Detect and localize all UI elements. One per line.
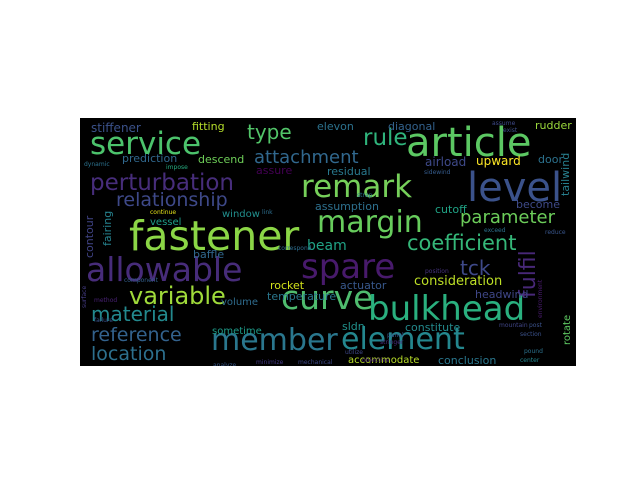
word-assure: assure [256,164,293,177]
word-diagonal: diagonal [388,120,436,133]
word-actuator: actuator [340,279,387,292]
word-window: window [222,209,260,220]
word-strap: strap [357,192,373,199]
word-dynamic: dynamic [84,161,110,168]
word-surface: surface [81,285,88,308]
word-correspond: correspond [278,245,312,252]
word-contour: contour [83,215,96,258]
word-bulkhead: bulkhead [368,289,526,329]
word-method: method [94,297,118,304]
word-continue: continue [150,209,177,216]
word-pound: pound [524,348,543,355]
word-panel: panel [387,332,404,339]
word-rule: rule [363,125,408,151]
word-tailwind: tailwind [559,152,572,196]
word-volume: volume [221,297,259,308]
word-beam: beam [307,238,347,254]
word-accommodate: accommodate [348,355,420,366]
word-perturbation: perturbation [90,170,235,196]
word-sometime: sometime [212,326,262,337]
word-relationship: relationship [116,189,228,211]
word-parameter: parameter [460,207,556,228]
word-assumption: assumption [315,200,379,213]
word-environment: environment [537,279,544,318]
word-fitting: fitting [192,120,225,133]
word-fastener: fastener [129,212,300,260]
word-become: become [516,198,561,211]
word-location: location [91,343,167,365]
word-service: service [90,126,202,162]
word-upward: upward [476,154,521,168]
word-allowable: allowable [86,250,243,289]
word-curve: curve [281,278,374,317]
word-reference: reference [91,324,182,346]
word-component: component [124,277,158,284]
word-impose: impose [166,164,188,171]
word-headwind: headwind [475,288,529,301]
word-stringer: stringer [380,339,404,346]
word-sidewind: sidewind [424,169,451,176]
word-conclusion: conclusion [438,354,497,366]
word-link: link [262,209,273,216]
word-spare: spare [301,247,396,287]
word-prediction: prediction [122,152,178,165]
word-material: material [91,302,175,326]
word-cloud: service article remark level fastener ma… [80,118,576,366]
word-temperature: temperature [267,290,337,303]
word-attachment: attachment [254,147,359,168]
word-stiffener: stiffener [91,121,141,135]
word-mountain: mountain [499,322,528,329]
word-minimize: minimize [256,359,284,366]
word-reduce: reduce [545,229,566,236]
word-post: post [529,322,542,329]
word-remark: remark [301,169,413,205]
word-level: level [467,165,563,211]
word-fairing: fairing [101,210,114,246]
word-descend: descend [198,153,245,166]
word-vessel: vessel [150,217,182,228]
word-mechanical: mechanical [298,359,333,366]
word-consideration: consideration [414,274,503,289]
word-tck: tck [460,256,491,280]
word-failure: failure [94,317,113,324]
word-member: member [211,323,338,358]
word-cutoff: cutoff [435,203,467,216]
word-section: section [520,331,542,338]
word-analyze: analyze [213,362,237,367]
word-rudder: rudder [535,119,572,132]
word-rocket: rocket [270,279,305,292]
word-assume: assume [492,120,516,127]
word-type: type [247,120,292,144]
word-constitute: constitute [405,321,461,334]
word-elevon: elevon [317,120,354,133]
word-position: position [425,268,449,275]
word-residual: residual [327,165,371,178]
word-objective: objective [362,357,390,364]
word-door: door [538,153,563,166]
word-element: element [341,322,465,357]
word-margin: margin [317,205,423,240]
word-variable: variable [129,282,226,310]
word-center: center [520,357,540,364]
word-exceed: exceed [484,227,506,234]
word-exist: exist [503,127,518,134]
word-baffle: baffle [193,248,225,261]
word-coefficient: coefficient [407,231,517,255]
word-utilize: utilize [345,349,363,356]
word-airload: airload [425,155,467,169]
word-sldn: sldn [342,320,365,333]
word-rotate: rotate [562,314,573,345]
word-article: article [406,120,532,166]
